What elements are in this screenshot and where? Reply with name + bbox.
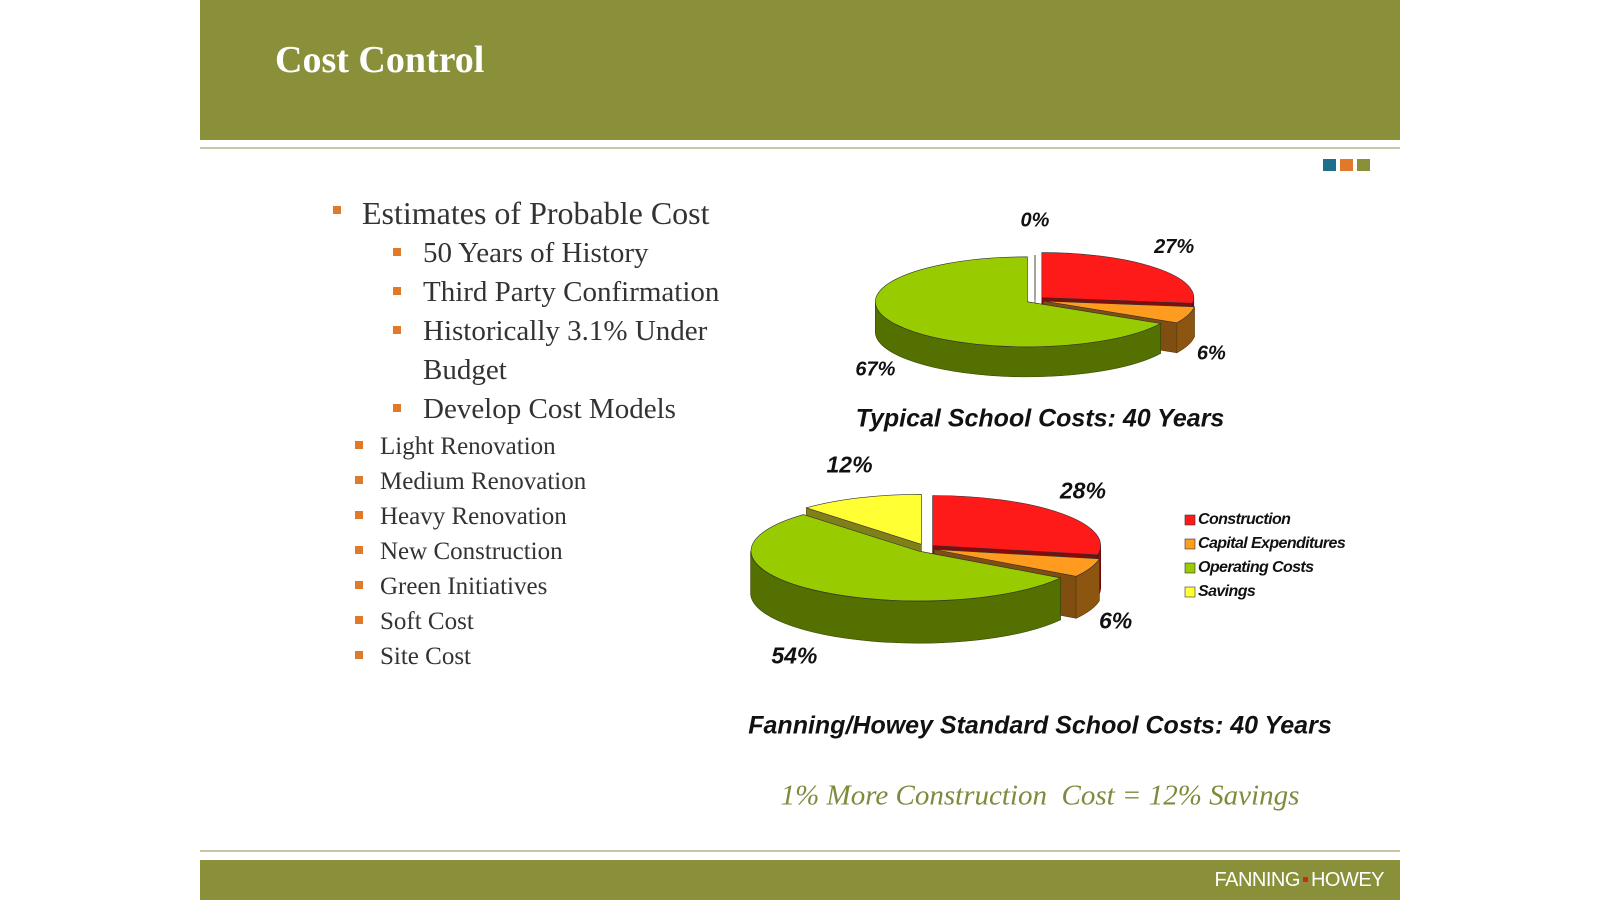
bullet-item: Third Party Confirmation: [390, 273, 763, 312]
list: Light Renovation Medium Renovation Heavy R…: [330, 429, 763, 674]
bullet-item: Medium Renovation: [352, 464, 763, 499]
legend-swatch: [1184, 586, 1196, 598]
logo-word: HOWEY: [1310, 869, 1385, 891]
data-label: 28%: [1059, 477, 1106, 503]
rule: [200, 850, 1400, 852]
bullet-item: New Construction: [352, 534, 763, 569]
bullet-list: Estimates of Probable Cost 50 Years of Hi…: [330, 192, 763, 674]
legend-label: Capital Expenditures: [1198, 535, 1346, 552]
bullet-item: Site Cost: [352, 639, 763, 674]
legend-label: Savings: [1198, 583, 1256, 600]
bullet-item: 50 Years of History: [390, 234, 763, 273]
bullet-item: Light Renovation: [352, 429, 763, 464]
data-label: 67%: [855, 358, 895, 380]
chart-title: Fanning/Howey Standard School Costs: 40 …: [748, 712, 1332, 740]
data-label: 6%: [1099, 607, 1132, 633]
data-label: 0%: [1021, 210, 1050, 232]
header-band: Cost Control: [200, 0, 1400, 140]
note: 1% More Construction Cost = 12% Savings: [781, 780, 1300, 812]
rule: [200, 147, 1400, 149]
list: 50 Years of History Third Party Confirmat…: [330, 234, 763, 674]
footer-band: FANNING HOWEY: [200, 860, 1400, 900]
data-label: 6%: [1197, 343, 1226, 365]
data-label: 12%: [827, 452, 873, 478]
bullet-item: Heavy Renovation: [352, 499, 763, 534]
decor-squares: [1323, 158, 1374, 176]
legend-swatch: [1184, 538, 1196, 550]
data-label: 54%: [771, 642, 817, 668]
legend-swatch: [1184, 514, 1196, 526]
pie-slice: [1043, 300, 1195, 324]
slide-title: Cost Control: [275, 39, 485, 81]
pie-slice: [805, 493, 922, 545]
bullet-item: Soft Cost: [352, 604, 763, 639]
pie-slice: [932, 495, 1101, 556]
pie-slice: [750, 514, 1062, 602]
legend-label: Operating Costs: [1198, 559, 1314, 576]
bullet-item: Develop Cost Models: [390, 390, 763, 429]
bullet-item: Estimates of Probable Cost: [330, 192, 763, 234]
charts: Typical School Costs: 40 Years Fanning/H…: [748, 210, 1346, 812]
list: Estimates of Probable Cost 50 Years of Hi…: [330, 192, 763, 674]
bullet-item: Green Initiatives: [352, 569, 763, 604]
legend-swatch: [1184, 562, 1196, 574]
legend-label: Construction: [1198, 511, 1291, 528]
chart-title: Typical School Costs: 40 Years: [856, 405, 1225, 433]
data-label: 27%: [1153, 236, 1194, 258]
pie-slice: [1041, 252, 1195, 304]
slide: Cost Control Estimates of Probable Cost 5…: [200, 0, 1400, 900]
bullet-item: Historically 3.1% Under Budget: [390, 312, 763, 390]
logo: FANNING HOWEY: [1214, 869, 1385, 892]
logo-word: FANNING: [1214, 869, 1301, 891]
pie-slice: [875, 256, 1162, 348]
pie-slice: [934, 549, 1100, 577]
